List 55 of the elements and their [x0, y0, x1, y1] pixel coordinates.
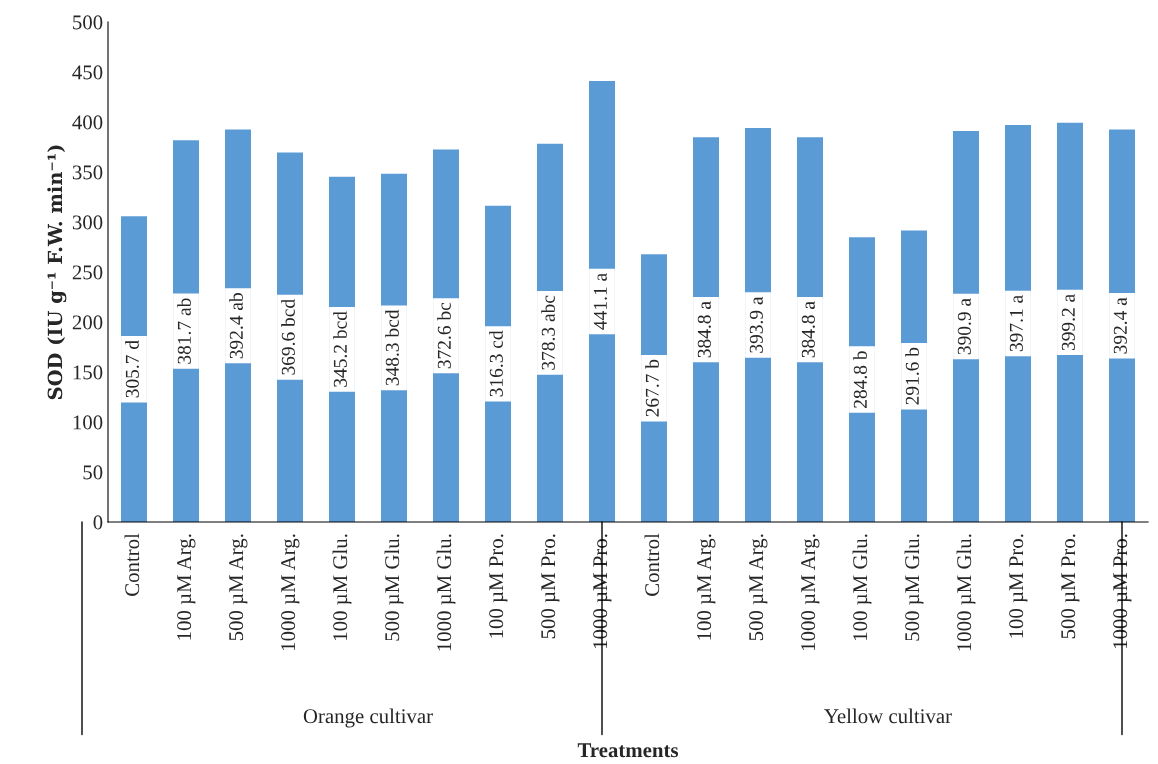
y-tick-label: 150	[73, 365, 103, 380]
x-tick-label: 500 µM Pro.	[541, 534, 560, 639]
x-tick-label: 1000 µM Pro.	[1113, 534, 1132, 649]
data-label: 393.9 a	[749, 296, 763, 353]
x-tick-label: 500 µM Pro.	[1061, 534, 1080, 639]
y-tick-label: 50	[83, 465, 103, 480]
x-tick-label: 100 µM Glu.	[852, 534, 872, 640]
data-label: 392.4 ab	[229, 293, 243, 359]
x-tick-label: 1000 µM Glu.	[436, 534, 456, 651]
x-tick-label: Control	[124, 533, 140, 596]
x-tick-label: 100 µM Arg.	[177, 534, 196, 640]
text: Orange cultivar	[303, 708, 433, 728]
y-tick-label: 250	[72, 265, 103, 280]
data-label: 284.8 b	[853, 351, 867, 408]
data-label: 305.7 d	[125, 340, 139, 398]
data-label: 399.2 a	[1061, 294, 1075, 351]
data-label: 378.3 abc	[541, 295, 555, 370]
x-tick-label: 1000 µM Pro.	[593, 534, 612, 649]
data-label: 267.7 b	[645, 359, 659, 417]
x-tick-label: 100 µM Glu.	[332, 534, 352, 640]
y-tick-label: 500	[73, 15, 103, 30]
x-tick-label: 100 µM Pro.	[1009, 534, 1028, 638]
data-label: 384.8 a	[801, 301, 815, 358]
text: Yellow cultivar	[824, 708, 952, 724]
data-label: 390.9 a	[957, 298, 971, 355]
data-label: 384.8 a	[697, 301, 711, 358]
data-label: 372.6 bc	[437, 302, 451, 369]
data-label: 345.2 bcd	[333, 311, 347, 387]
x-tick-label: 100 µM Arg.	[697, 534, 716, 640]
y-axis-title: SOD (IU g⁻¹ F.W. min⁻¹)	[47, 145, 67, 400]
x-tick-label: 500 µM Glu.	[384, 534, 404, 641]
data-label: 348.3 bcd	[385, 309, 399, 386]
x-tick-label: 500 µM Arg.	[229, 534, 248, 641]
data-label: 392.4 a	[1113, 297, 1127, 354]
y-tick-label: 300	[72, 215, 103, 230]
y-tick-label: 100	[73, 415, 103, 430]
y-tick-label: 400	[72, 115, 103, 130]
y-tick-label: 0	[93, 515, 103, 530]
x-tick-label: Control	[644, 533, 660, 596]
data-label: 291.6 b	[905, 347, 919, 405]
y-tick-label: 200	[72, 315, 103, 330]
x-tick-label: 100 µM Pro.	[489, 534, 508, 638]
x-axis-title: Treatments	[577, 743, 679, 758]
data-label: 316.3 cd	[489, 330, 503, 397]
data-label: 369.6 bcd	[281, 299, 295, 375]
x-tick-label: 500 µM Arg.	[749, 534, 768, 641]
x-tick-label: 1000 µM Arg.	[801, 534, 820, 650]
data-label: 381.7 ab	[177, 298, 191, 364]
y-tick-label: 450	[72, 65, 103, 80]
data-label: 397.1 a	[1009, 295, 1023, 352]
data-label: 441.1 a	[593, 273, 607, 330]
x-tick-label: 500 µM Glu.	[904, 534, 924, 641]
x-tick-label: 1000 µM Arg.	[281, 534, 300, 650]
y-tick-label: 350	[72, 165, 103, 180]
x-tick-label: 1000 µM Glu.	[956, 534, 976, 651]
